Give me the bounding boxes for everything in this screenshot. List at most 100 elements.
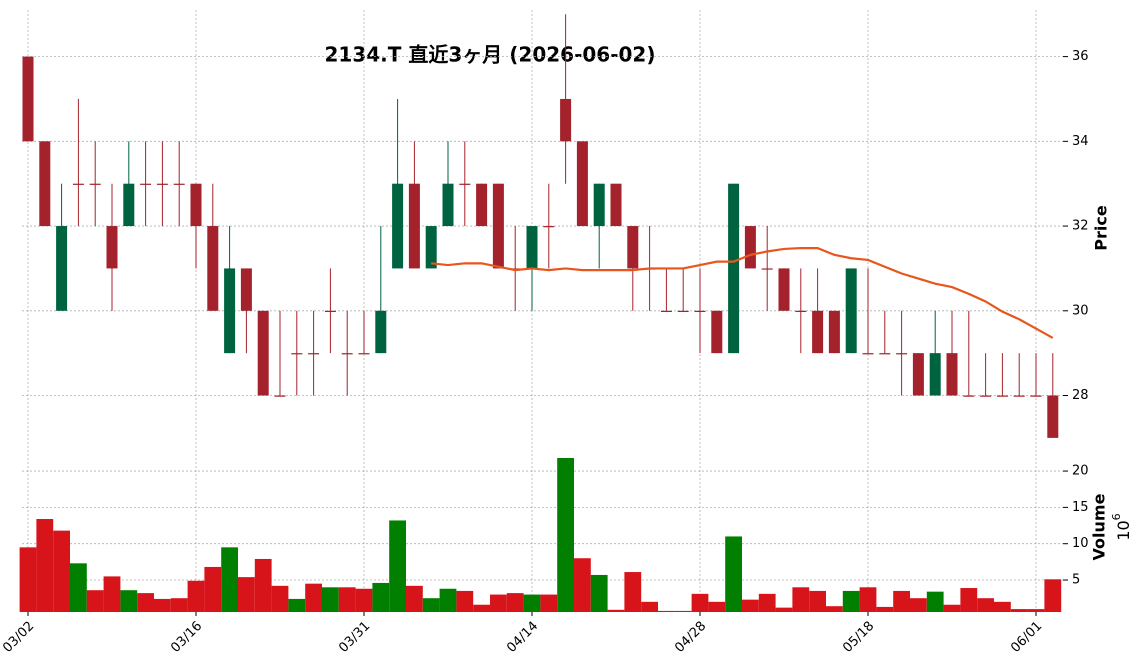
volume-bar — [557, 457, 574, 612]
volume-bar — [53, 530, 70, 612]
volume-bar — [943, 604, 961, 612]
candle-body — [778, 268, 790, 311]
volume-bar — [792, 587, 810, 612]
volume-bar — [204, 566, 222, 612]
candle-body — [526, 226, 538, 269]
candle-body — [879, 353, 891, 355]
volume-bar — [355, 588, 373, 612]
candle-body — [39, 141, 51, 227]
candle-body — [963, 395, 975, 397]
volume-bar — [322, 587, 339, 612]
volume-bar — [19, 547, 37, 612]
volume-bar — [36, 519, 54, 612]
volume-bar — [338, 587, 356, 612]
candle-body — [358, 353, 370, 355]
y-axis-label: Price — [1092, 205, 1111, 251]
volume-bar — [305, 583, 322, 612]
volume-bar — [540, 594, 558, 612]
candle-body — [324, 310, 336, 312]
volume-bar — [422, 598, 440, 612]
volume-bar — [456, 590, 474, 612]
candle-body — [980, 395, 992, 397]
candle-body — [156, 183, 168, 185]
volume-bar — [523, 594, 541, 612]
volume-bar — [876, 606, 894, 612]
candle-body — [341, 353, 353, 355]
candle-body — [442, 183, 454, 227]
volume-bar — [86, 590, 104, 612]
chart-title: 2134.T 直近3ヶ月 (2026-06-02) — [325, 43, 656, 67]
candle-body — [560, 98, 572, 142]
volume-bar — [910, 598, 927, 612]
candle-body — [694, 310, 706, 312]
candle-body — [56, 226, 68, 311]
volume-bar — [473, 604, 490, 612]
candle-body — [291, 353, 303, 355]
volume-axis-label: Volume — [1090, 493, 1109, 560]
volume-bar — [893, 590, 910, 612]
x-tick-label: 03/02 — [0, 619, 37, 656]
candle-body — [425, 226, 437, 269]
volume-offset-base: 10 — [1114, 520, 1133, 540]
volume-bar — [725, 536, 742, 612]
volume-bar — [758, 593, 776, 612]
candle-body — [207, 226, 219, 311]
volume-bar — [994, 601, 1011, 612]
volume-bar — [590, 574, 608, 612]
x-tick-label: 05/18 — [840, 619, 877, 656]
candle-body — [795, 310, 807, 312]
candle-body — [308, 353, 320, 355]
candle-body — [392, 183, 404, 269]
volume-bar — [674, 610, 692, 612]
volume-bar — [406, 585, 423, 612]
volume-bar — [221, 547, 238, 612]
x-tick-label: 03/16 — [168, 619, 205, 656]
volume-bar — [859, 587, 877, 612]
volume-bar — [271, 585, 289, 612]
y-tick-label: 28 — [1072, 388, 1089, 403]
volume-bar — [977, 598, 994, 612]
volume-bar — [187, 580, 205, 612]
volume-bar — [826, 606, 843, 612]
volume-bar — [607, 609, 625, 612]
volume-bar — [926, 591, 944, 612]
candle-body — [240, 268, 252, 311]
volume-bar — [70, 563, 87, 612]
y-tick-label: 32 — [1072, 219, 1089, 234]
candle-body — [660, 310, 672, 312]
volume-bar — [624, 572, 642, 612]
volume-bar — [154, 598, 171, 612]
x-tick-label: 04/14 — [504, 619, 541, 656]
volume-bar — [708, 601, 726, 612]
candle-body — [711, 310, 723, 354]
candle-body — [257, 310, 269, 396]
y-tick-label: 10 — [1072, 536, 1089, 551]
candle-body — [1013, 395, 1025, 397]
volume-bar — [842, 590, 860, 612]
volume-bar — [1010, 609, 1028, 612]
candle-body — [274, 395, 286, 397]
candle-body — [1030, 395, 1042, 397]
volume-bar — [254, 558, 272, 612]
candle-body — [996, 395, 1008, 397]
candle-body — [492, 183, 504, 269]
candle-body — [89, 183, 101, 185]
candle-body — [459, 183, 471, 185]
candle-body — [845, 268, 857, 354]
volume-bar — [574, 558, 591, 612]
candle-body — [543, 226, 555, 228]
candle-body — [140, 183, 152, 185]
candle-body — [123, 183, 135, 227]
volume-bar — [120, 590, 138, 612]
volume-bar — [490, 594, 507, 612]
volume-bar — [238, 577, 255, 612]
candle-body — [912, 353, 924, 396]
candle-body — [72, 183, 84, 185]
x-tick-label: 06/01 — [1008, 619, 1045, 656]
candle-body — [946, 353, 958, 396]
volume-offset: 106 — [1110, 513, 1133, 540]
volume-bar — [439, 588, 457, 612]
y-tick-label: 20 — [1072, 464, 1089, 479]
candle-body — [476, 183, 488, 227]
candle-body — [408, 183, 420, 269]
